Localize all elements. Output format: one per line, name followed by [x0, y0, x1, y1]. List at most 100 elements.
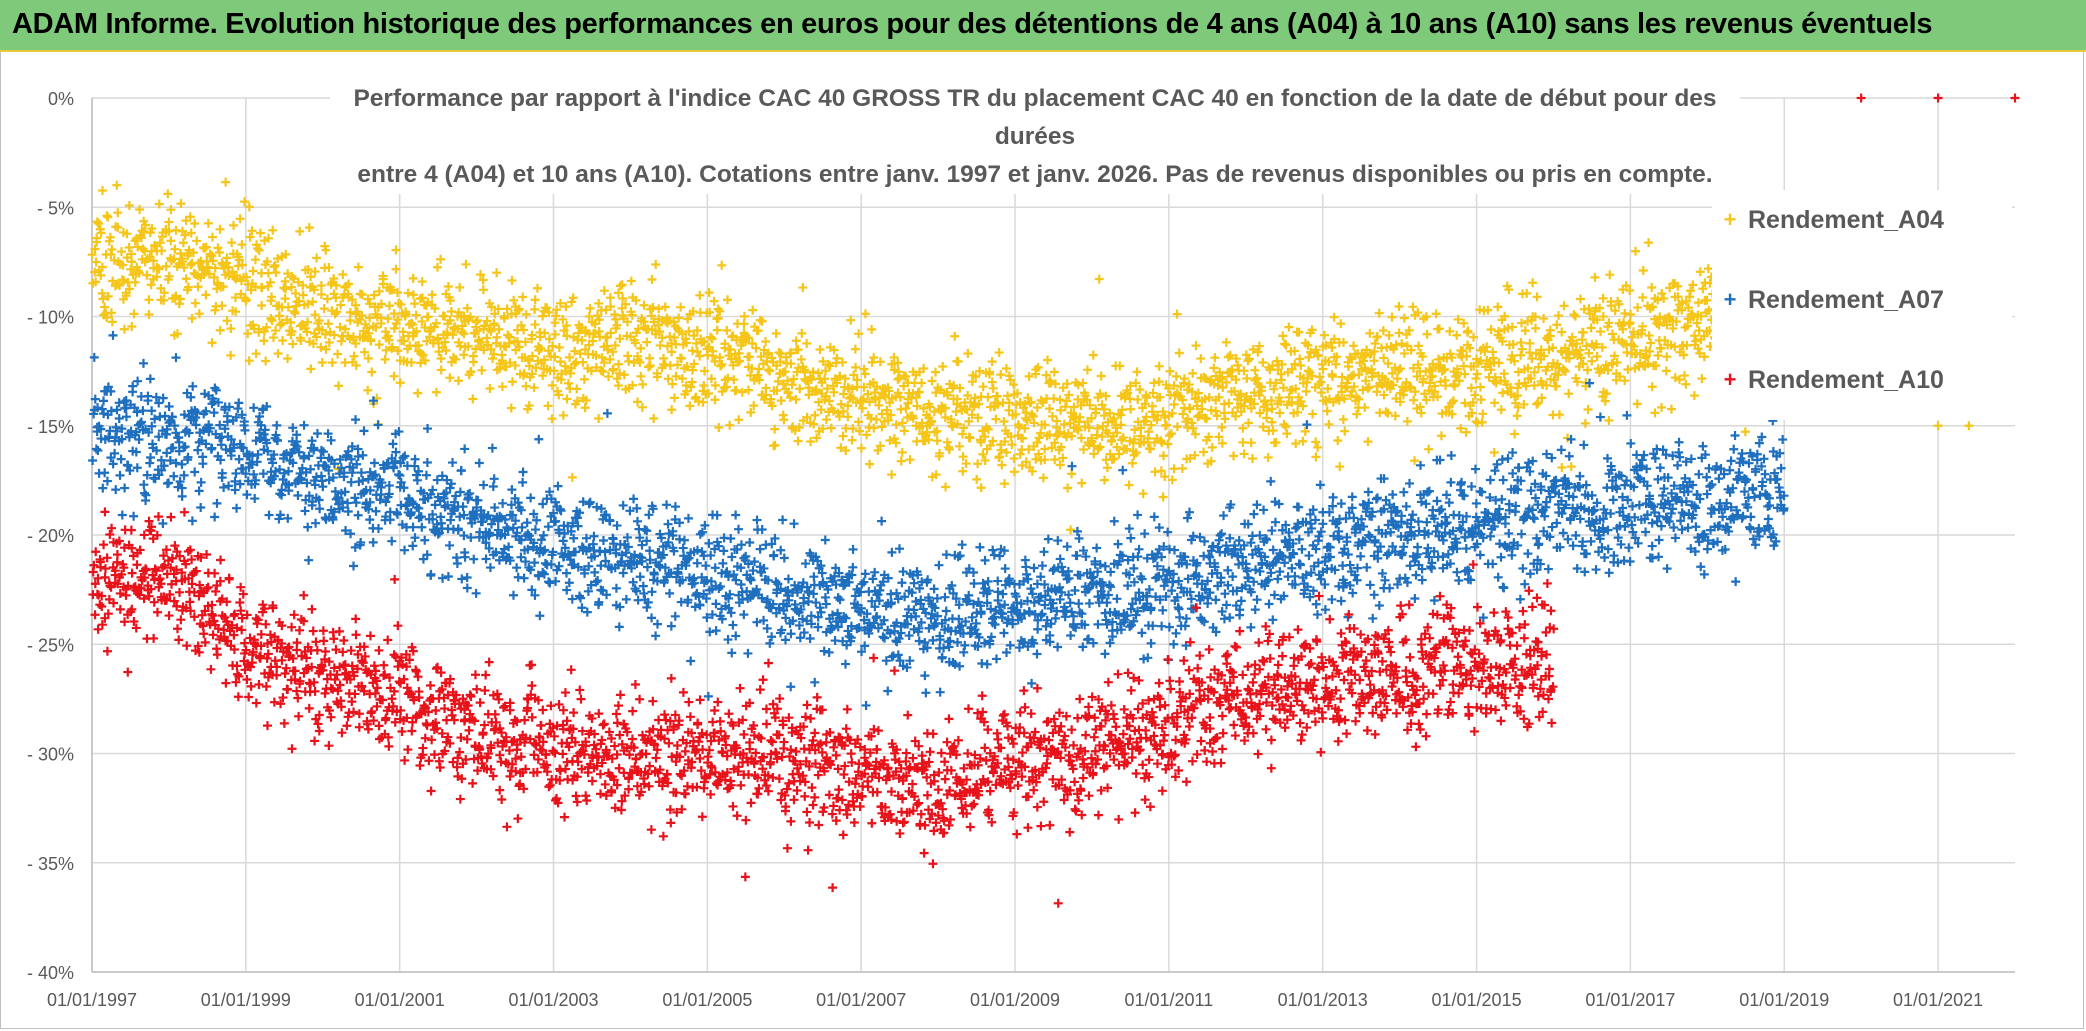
point-rendement-a04 [1313, 442, 1323, 452]
point-rendement-a07 [940, 592, 950, 602]
point-rendement-a07 [932, 593, 942, 603]
point-rendement-a07 [1221, 600, 1231, 610]
point-rendement-a07 [1228, 572, 1238, 582]
point-rendement-a04 [950, 331, 960, 341]
point-rendement-a07 [920, 671, 930, 681]
point-rendement-a07 [1432, 496, 1442, 506]
point-rendement-a07 [408, 541, 418, 551]
point-rendement-a07 [1508, 468, 1518, 478]
point-rendement-a07 [1255, 566, 1265, 576]
point-rendement-a07 [1446, 451, 1456, 461]
point-rendement-a04 [562, 321, 572, 331]
point-rendement-a07 [959, 647, 969, 657]
point-rendement-a04 [179, 262, 189, 272]
point-rendement-a04 [1275, 408, 1285, 418]
point-rendement-a04 [1383, 359, 1393, 369]
point-rendement-a07 [731, 631, 741, 641]
point-rendement-a07 [111, 485, 121, 495]
point-rendement-a07 [1467, 482, 1477, 492]
point-rendement-a07 [1252, 500, 1262, 510]
point-rendement-a04 [1169, 399, 1179, 409]
point-rendement-a04 [164, 271, 174, 281]
point-rendement-a04 [1149, 378, 1159, 388]
point-rendement-a04 [639, 300, 649, 310]
point-rendement-a07 [1234, 535, 1244, 545]
point-rendement-a04 [580, 403, 590, 413]
point-rendement-a07 [139, 480, 149, 490]
point-rendement-a04 [271, 268, 281, 278]
point-rendement-a07 [651, 631, 661, 641]
point-rendement-a07 [422, 458, 432, 468]
point-rendement-a04 [1335, 462, 1345, 472]
point-rendement-a07 [1417, 575, 1427, 585]
point-rendement-a07 [145, 374, 155, 384]
point-rendement-a04 [713, 313, 723, 323]
point-rendement-a07 [824, 647, 834, 657]
point-rendement-a07 [1515, 594, 1525, 604]
point-rendement-a04 [1015, 449, 1025, 459]
point-rendement-a07 [551, 516, 561, 526]
point-rendement-a04 [1528, 278, 1538, 288]
point-rendement-a04 [599, 286, 609, 296]
point-rendement-a07 [387, 536, 397, 546]
point-rendement-a04 [1475, 382, 1485, 392]
point-rendement-a04 [649, 414, 659, 424]
point-rendement-a04 [519, 325, 529, 335]
point-rendement-a07 [1146, 638, 1156, 648]
point-rendement-a04 [544, 334, 554, 344]
point-rendement-a04 [597, 352, 607, 362]
point-rendement-a04 [669, 317, 679, 327]
point-rendement-a07 [1124, 524, 1134, 534]
point-rendement-a04 [176, 199, 186, 209]
point-rendement-a04 [329, 273, 339, 283]
point-rendement-a04 [1532, 292, 1542, 302]
point-rendement-a04 [637, 402, 647, 412]
point-rendement-a07 [264, 510, 274, 520]
point-rendement-a04 [1172, 422, 1182, 432]
point-rendement-a04 [488, 354, 498, 364]
point-rendement-a04 [1638, 292, 1648, 302]
point-rendement-a07 [1529, 514, 1539, 524]
point-rendement-a07 [1347, 492, 1357, 502]
point-rendement-a04 [562, 331, 572, 341]
point-rendement-a04 [688, 365, 698, 375]
point-rendement-a07 [164, 401, 174, 411]
point-rendement-a04 [357, 311, 367, 321]
point-rendement-a04 [753, 326, 763, 336]
point-rendement-a04 [349, 351, 359, 361]
point-rendement-a04 [767, 353, 777, 363]
point-rendement-a04 [1224, 398, 1234, 408]
point-rendement-a04 [1267, 404, 1277, 414]
point-rendement-a04 [539, 355, 549, 365]
point-rendement-a07 [1175, 612, 1185, 622]
point-rendement-a07 [1169, 639, 1179, 649]
point-rendement-a04 [734, 415, 744, 425]
point-rendement-a04 [278, 336, 288, 346]
point-rendement-a04 [309, 285, 319, 295]
point-rendement-a07 [474, 458, 484, 468]
point-rendement-a04 [581, 395, 591, 405]
point-rendement-a07 [701, 561, 711, 571]
point-rendement-a07 [731, 510, 741, 520]
point-rendement-a04 [237, 260, 247, 270]
point-rendement-a07 [1571, 531, 1581, 541]
point-rendement-a04 [1695, 267, 1705, 277]
point-rendement-a04 [532, 283, 542, 293]
point-rendement-a04 [1554, 311, 1564, 321]
point-rendement-a07 [146, 452, 156, 462]
point-rendement-a04 [1040, 444, 1050, 454]
point-rendement-a04 [471, 317, 481, 327]
point-rendement-a07 [1294, 502, 1304, 512]
point-rendement-a04 [630, 338, 640, 348]
point-rendement-a04 [96, 228, 106, 238]
point-rendement-a07 [776, 545, 786, 555]
point-rendement-a07 [460, 552, 470, 562]
point-rendement-a07 [133, 376, 143, 386]
point-rendement-a07 [880, 633, 890, 643]
point-rendement-a04 [785, 393, 795, 403]
point-rendement-a07 [1411, 570, 1421, 580]
point-rendement-a07 [757, 525, 767, 535]
point-rendement-a04 [619, 370, 629, 380]
point-rendement-a04 [1282, 429, 1292, 439]
point-rendement-a04 [585, 303, 595, 313]
